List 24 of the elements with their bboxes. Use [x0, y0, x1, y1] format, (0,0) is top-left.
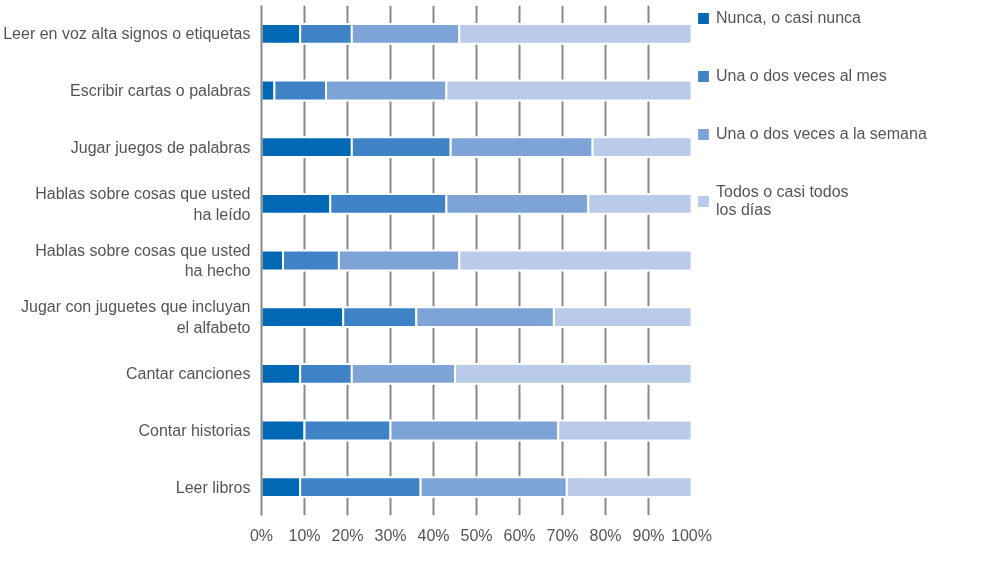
- x-tick-label: 0%: [249, 526, 274, 544]
- x-tick-label: 30%: [374, 526, 407, 544]
- y-tick-label: Jugar con juguetes que incluyan el alfabeto: [21, 298, 251, 336]
- y-tick-label: Leer en voz alta signos o etiquetas: [3, 25, 251, 43]
- y-tick-label: Contar historias: [138, 422, 251, 439]
- x-tick-label: 20%: [331, 526, 364, 544]
- y-tick-label: Jugar juegos de palabras: [70, 138, 251, 156]
- y-tick-label: Leer libros: [175, 478, 251, 496]
- legend-label: Todos o casi todos los días: [716, 183, 849, 219]
- legend-label: Nunca, o casi nunca: [716, 9, 861, 27]
- y-tick-label: Hablas sobre cosas que usted ha hecho: [35, 241, 251, 280]
- y-tick-label: Escribir cartas o palabras: [69, 82, 251, 99]
- legend-label: Una o dos veces al mes: [716, 67, 887, 85]
- legend-label: Una o dos veces a la semana: [716, 125, 927, 143]
- x-tick-label: 10%: [288, 526, 321, 544]
- x-tick-label: 100%: [671, 526, 712, 544]
- y-tick-label: Cantar canciones: [125, 365, 251, 383]
- x-tick-label: 40%: [417, 526, 450, 544]
- y-tick-label: Hablas sobre cosas que usted ha leído: [35, 185, 251, 223]
- x-tick-label: 90%: [632, 526, 665, 544]
- x-tick-label: 60%: [503, 526, 536, 544]
- x-tick-label: 70%: [546, 526, 579, 544]
- x-tick-label: 80%: [589, 526, 622, 544]
- x-tick-label: 50%: [460, 526, 493, 544]
